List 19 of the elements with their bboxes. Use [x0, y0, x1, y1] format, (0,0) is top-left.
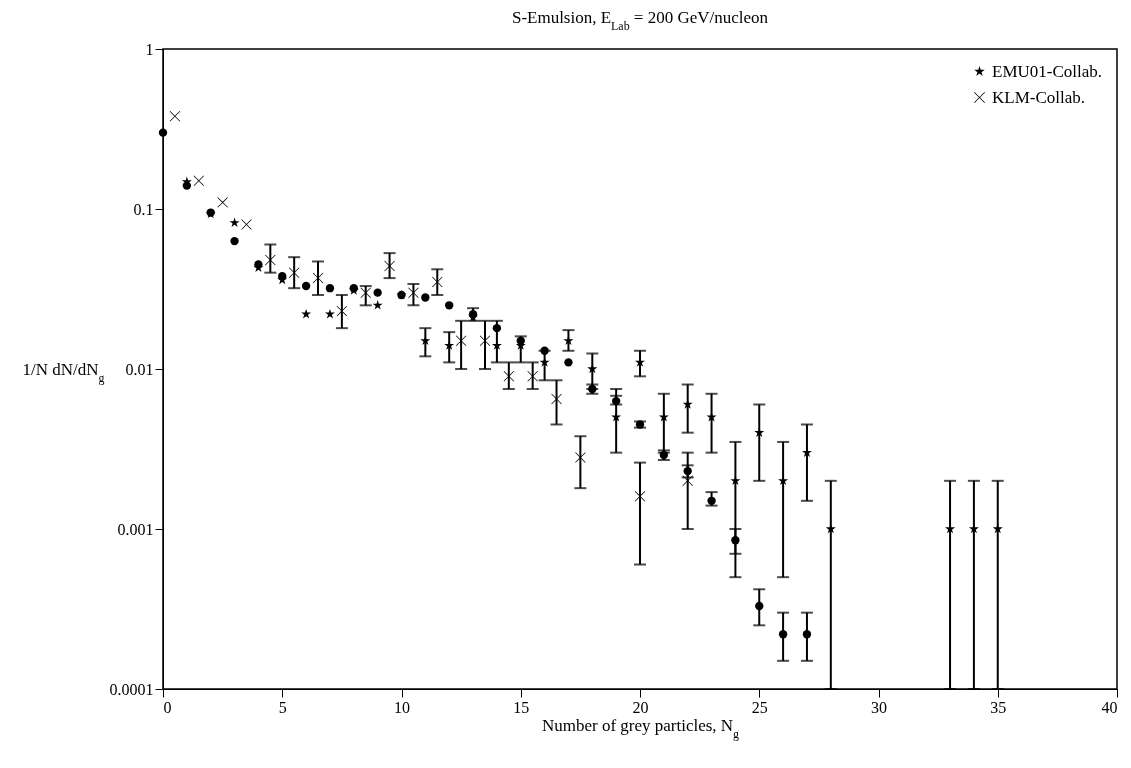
x-tick-label: 10 — [394, 698, 410, 716]
x-tick-label: 15 — [513, 698, 530, 716]
y-tick-label: 0.1 — [133, 200, 154, 218]
x-tick-label: 25 — [751, 698, 768, 716]
x-tick-label: 5 — [278, 698, 287, 716]
y-tick-label: 0.01 — [125, 360, 154, 378]
x-tick-label: 0 — [163, 698, 172, 716]
chart-title: S-Emulsion, E$_{Lab}$ = 200 GeV/nucleon — [511, 8, 769, 33]
y-tick-label: 1 — [145, 40, 154, 58]
legend-label: EMU01-Collab. — [992, 61, 1103, 81]
x-tick-label: 30 — [871, 698, 887, 716]
x-axis-title: Number of grey particles, N$_{g}$ — [541, 715, 740, 741]
y-tick-label: 0.0001 — [109, 680, 154, 698]
x-tick-label: 35 — [990, 698, 1007, 716]
x-tick-label: 40 — [1101, 698, 1118, 716]
x-tick-label: 20 — [632, 698, 649, 716]
y-tick-label: 0.001 — [117, 520, 154, 538]
legend-label: KLM-Collab. — [992, 87, 1086, 107]
y-axis-title: 1/N dN/dN$_{g}$ — [22, 359, 105, 385]
